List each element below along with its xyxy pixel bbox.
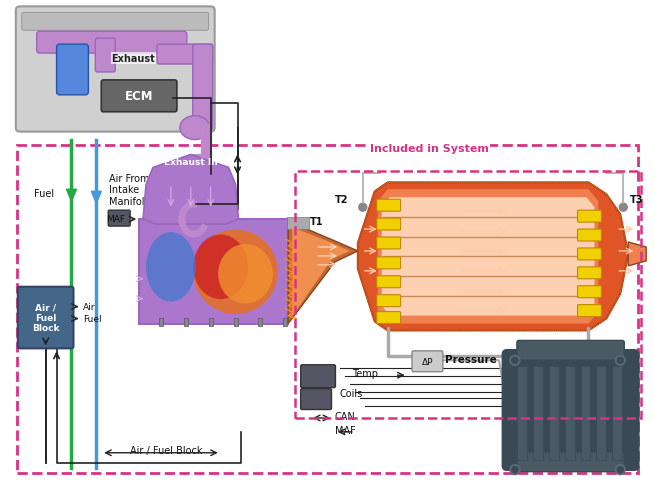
Bar [159,318,163,326]
FancyBboxPatch shape [157,45,213,65]
Text: MAF: MAF [335,425,356,435]
Bar [533,367,543,460]
FancyBboxPatch shape [37,32,187,54]
Bar [517,367,527,460]
Bar [287,217,309,229]
Text: ECM: ECM [125,90,153,103]
FancyBboxPatch shape [377,219,400,230]
FancyBboxPatch shape [193,45,213,131]
Text: Air / Fuel Block: Air / Fuel Block [129,445,202,455]
Ellipse shape [146,232,196,302]
Polygon shape [358,183,628,331]
FancyBboxPatch shape [503,350,638,470]
Bar [184,318,188,326]
Ellipse shape [194,235,248,300]
Polygon shape [378,190,598,324]
Bar [581,367,591,460]
Bar [596,367,606,460]
Bar [258,318,262,326]
FancyBboxPatch shape [377,312,400,324]
FancyBboxPatch shape [377,295,400,307]
Bar [283,318,287,326]
Polygon shape [67,190,77,202]
Text: MAF: MAF [107,214,126,223]
Polygon shape [288,222,358,324]
FancyBboxPatch shape [577,305,602,317]
Bar [612,367,623,460]
Text: ΔP: ΔP [422,357,433,366]
Circle shape [615,356,625,365]
FancyBboxPatch shape [517,452,625,472]
FancyBboxPatch shape [517,341,625,360]
Text: Coils: Coils [340,388,363,398]
Circle shape [619,204,627,212]
FancyBboxPatch shape [101,81,177,112]
Circle shape [510,356,520,365]
FancyBboxPatch shape [95,39,115,73]
FancyBboxPatch shape [109,211,130,227]
Polygon shape [292,228,350,317]
FancyBboxPatch shape [301,365,336,388]
Text: Air: Air [84,302,96,312]
FancyBboxPatch shape [577,229,602,241]
Polygon shape [382,198,594,316]
FancyBboxPatch shape [577,211,602,223]
Polygon shape [143,155,239,225]
Bar [549,367,559,460]
Text: Air /
Fuel
Block: Air / Fuel Block [32,303,60,333]
Circle shape [359,204,367,212]
Text: T1: T1 [310,216,324,227]
FancyBboxPatch shape [301,389,332,409]
Bar [17,145,638,473]
Bar [209,318,213,326]
Ellipse shape [194,230,278,314]
Text: Included in System: Included in System [370,143,489,153]
Circle shape [512,358,518,363]
Text: Pressure: Pressure [445,355,497,364]
Bar [233,318,237,326]
Polygon shape [92,192,101,204]
Ellipse shape [180,117,210,140]
Bar [139,220,288,324]
Bar [295,172,641,418]
Text: T3: T3 [630,195,644,205]
Ellipse shape [218,244,273,304]
FancyBboxPatch shape [377,200,400,212]
FancyBboxPatch shape [377,257,400,269]
Text: Air From
Intake
Manifold: Air From Intake Manifold [109,173,151,206]
Text: Fuel: Fuel [84,314,102,324]
FancyBboxPatch shape [377,238,400,250]
Text: Exhaust: Exhaust [111,54,155,64]
Text: T2: T2 [334,195,348,205]
FancyBboxPatch shape [16,7,215,132]
FancyBboxPatch shape [18,287,73,348]
FancyBboxPatch shape [577,286,602,298]
FancyBboxPatch shape [577,267,602,279]
Circle shape [512,467,518,473]
Circle shape [617,467,623,473]
Text: Exhaust In: Exhaust In [164,157,218,167]
Circle shape [617,358,623,363]
Text: Temp.: Temp. [352,369,381,378]
FancyBboxPatch shape [577,249,602,260]
Bar [564,367,575,460]
Text: CAN: CAN [335,411,356,421]
Circle shape [615,465,625,475]
FancyBboxPatch shape [377,276,400,288]
Text: Fuel: Fuel [35,189,54,199]
FancyBboxPatch shape [56,45,88,96]
Circle shape [510,465,520,475]
FancyBboxPatch shape [412,351,443,372]
FancyBboxPatch shape [22,13,209,31]
Polygon shape [628,242,646,266]
